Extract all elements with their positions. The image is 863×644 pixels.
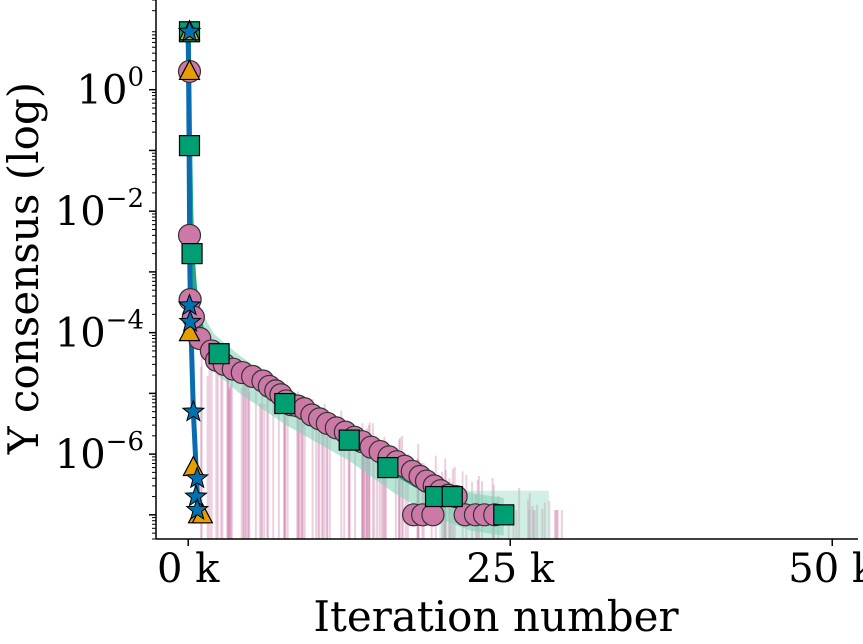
y-axis-label: Y consensus (log) bbox=[0, 82, 48, 455]
triangle-marker bbox=[178, 59, 201, 81]
star-marker bbox=[178, 309, 202, 332]
square-marker bbox=[377, 456, 399, 479]
x-tick-label: 0 k bbox=[157, 546, 220, 592]
uncertainty-band bbox=[188, 14, 504, 536]
x-tick-label: 50 k bbox=[788, 546, 863, 592]
square-marker bbox=[181, 243, 203, 265]
x-tick-label: 25 k bbox=[466, 546, 555, 592]
star-marker bbox=[177, 19, 202, 42]
x-axis-label: Iteration number bbox=[313, 592, 679, 641]
square-marker bbox=[208, 343, 230, 365]
star-marker bbox=[181, 399, 206, 422]
tick-labels: 0 k 25 k 50 k 100 10−2 10−4 10−6 bbox=[55, 63, 863, 592]
star-marker bbox=[185, 497, 210, 521]
square-marker bbox=[441, 485, 463, 508]
y-tick-label: 10−6 bbox=[55, 427, 144, 478]
square-marker bbox=[338, 429, 360, 451]
star-marker bbox=[185, 465, 210, 489]
axes bbox=[149, 0, 858, 546]
square-marker bbox=[274, 392, 296, 415]
y-tick-label: 10−2 bbox=[55, 184, 144, 235]
star-marker bbox=[177, 293, 202, 316]
triangle-marker bbox=[178, 320, 201, 342]
y-tick-label: 100 bbox=[77, 63, 144, 114]
square-marker bbox=[493, 504, 515, 526]
square-marker bbox=[178, 135, 201, 157]
series-markers bbox=[177, 19, 515, 527]
y-tick-label: 10−4 bbox=[55, 306, 144, 357]
